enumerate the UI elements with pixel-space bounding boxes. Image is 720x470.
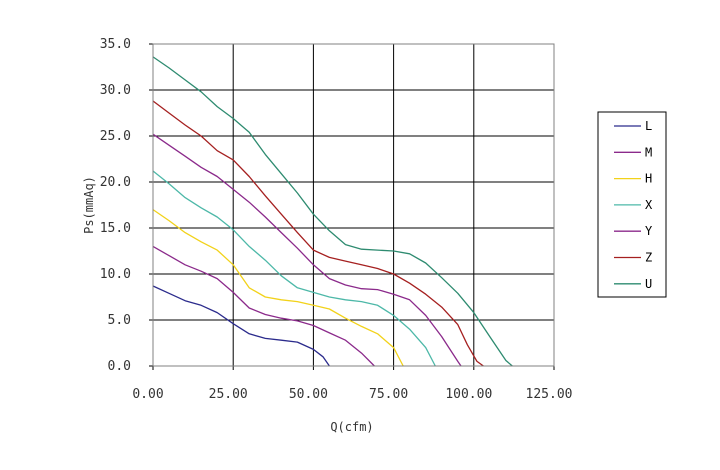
legend-label-l: L [645,119,652,133]
x-tick-labels: 0.00 25.00 50.00 75.00 100.00 125.00 [132,387,572,402]
y-tick-label: 35.0 [100,37,131,52]
y-tick-label: 5.0 [108,313,131,328]
y-tick-label: 15.0 [100,221,131,236]
series-line-z [152,100,484,367]
plot-area [153,44,554,366]
x-tick-label: 100.00 [445,387,492,402]
x-tick-label: 0.00 [132,387,163,402]
y-tick-label: 0.0 [108,359,131,374]
legend-label-x: X [645,198,653,212]
legend-label-m: M [645,145,652,159]
legend-label-y: Y [645,224,653,238]
y-tick-label: 30.0 [100,83,131,98]
y-axis-label: Ps(mmAq) [82,176,96,234]
legend-label-h: H [645,172,652,186]
series-line-u [152,56,513,367]
plot-frame [152,43,555,367]
series-line-y [152,133,462,367]
y-tick-label: 25.0 [100,129,131,144]
x-tick-label: 75.00 [369,387,408,402]
y-tick-labels: 0.0 5.0 10.0 15.0 20.0 25.0 30.0 35.0 [100,37,131,374]
x-tick-label: 25.00 [209,387,248,402]
x-tick-label: 125.00 [526,387,573,402]
legend-label-z: Z [645,251,652,265]
legend-label-u: U [645,277,652,291]
series-line-m [152,245,375,367]
y-tick-label: 10.0 [100,267,131,282]
series-lines [152,56,513,367]
x-axis-label: Q(cfm) [330,420,373,434]
x-tick-label: 50.00 [289,387,328,402]
series-line-x [152,170,436,367]
series-line-l [152,285,330,367]
series-line-h [152,209,404,367]
y-tick-label: 20.0 [100,175,131,190]
